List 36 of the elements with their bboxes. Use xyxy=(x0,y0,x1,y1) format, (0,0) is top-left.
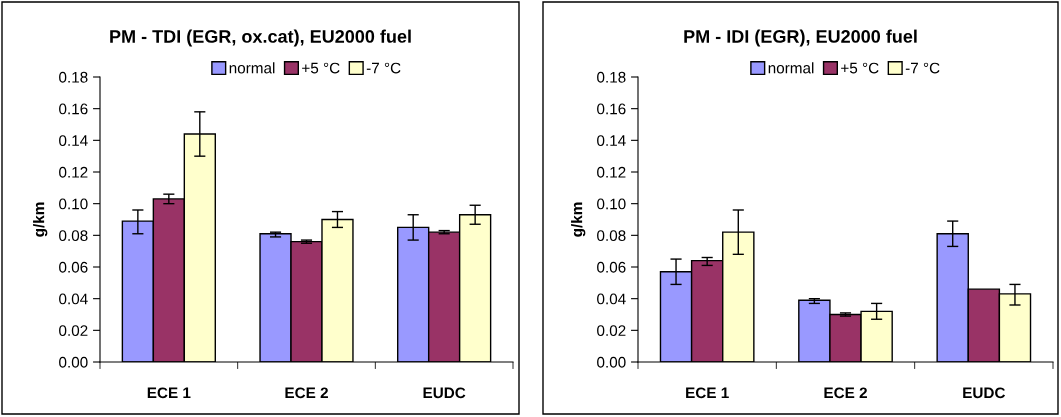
y-tick-label: 0.18 xyxy=(597,71,626,83)
x-tick-label: ECE 1 xyxy=(686,387,729,399)
x-tick-label: ECE 2 xyxy=(285,387,328,399)
legend-label: +5 °C xyxy=(302,62,340,74)
y-tick-label: 0.12 xyxy=(597,166,626,178)
y-tick-label: 0.16 xyxy=(597,103,626,115)
y-tick-label: 0.18 xyxy=(59,71,88,83)
legend-label: normal xyxy=(229,62,275,74)
legend-label: normal xyxy=(768,62,814,74)
y-tick-label: 0.06 xyxy=(597,261,626,273)
y-tick-label: 0.10 xyxy=(597,198,626,210)
y-tick-label: 0.02 xyxy=(597,325,626,337)
y-axis-title: g/km xyxy=(571,202,586,237)
y-tick-label: 0.14 xyxy=(597,135,626,147)
y-tick-label: 0.08 xyxy=(59,230,88,242)
legend-label: -7 °C xyxy=(905,62,940,74)
x-tick-label: ECE 2 xyxy=(824,387,867,399)
x-tick-label: EUDC xyxy=(963,387,1006,399)
y-tick-label: 0.04 xyxy=(59,293,88,305)
chart-title: PM - IDI (EGR), EU2000 fuel xyxy=(684,29,917,47)
y-tick-label: 0.00 xyxy=(597,356,626,368)
y-tick-label: 0.14 xyxy=(59,135,88,147)
y-tick-label: 0.06 xyxy=(59,261,88,273)
legend-label: -7 °C xyxy=(366,62,401,74)
y-tick-label: 0.02 xyxy=(59,325,88,337)
y-tick-label: 0.12 xyxy=(59,166,88,178)
chart-title: PM - TDI (EGR, ox.cat), EU2000 fuel xyxy=(110,29,411,47)
y-tick-label: 0.10 xyxy=(59,198,88,210)
x-tick-label: EUDC xyxy=(423,387,466,399)
legend-label: +5 °C xyxy=(841,62,879,74)
y-tick-label: 0.08 xyxy=(597,230,626,242)
x-tick-label: ECE 1 xyxy=(147,387,191,399)
y-tick-label: 0.00 xyxy=(59,356,88,368)
y-axis-title: g/km xyxy=(33,202,48,237)
y-tick-label: 0.16 xyxy=(59,103,88,115)
y-tick-label: 0.04 xyxy=(597,293,626,305)
